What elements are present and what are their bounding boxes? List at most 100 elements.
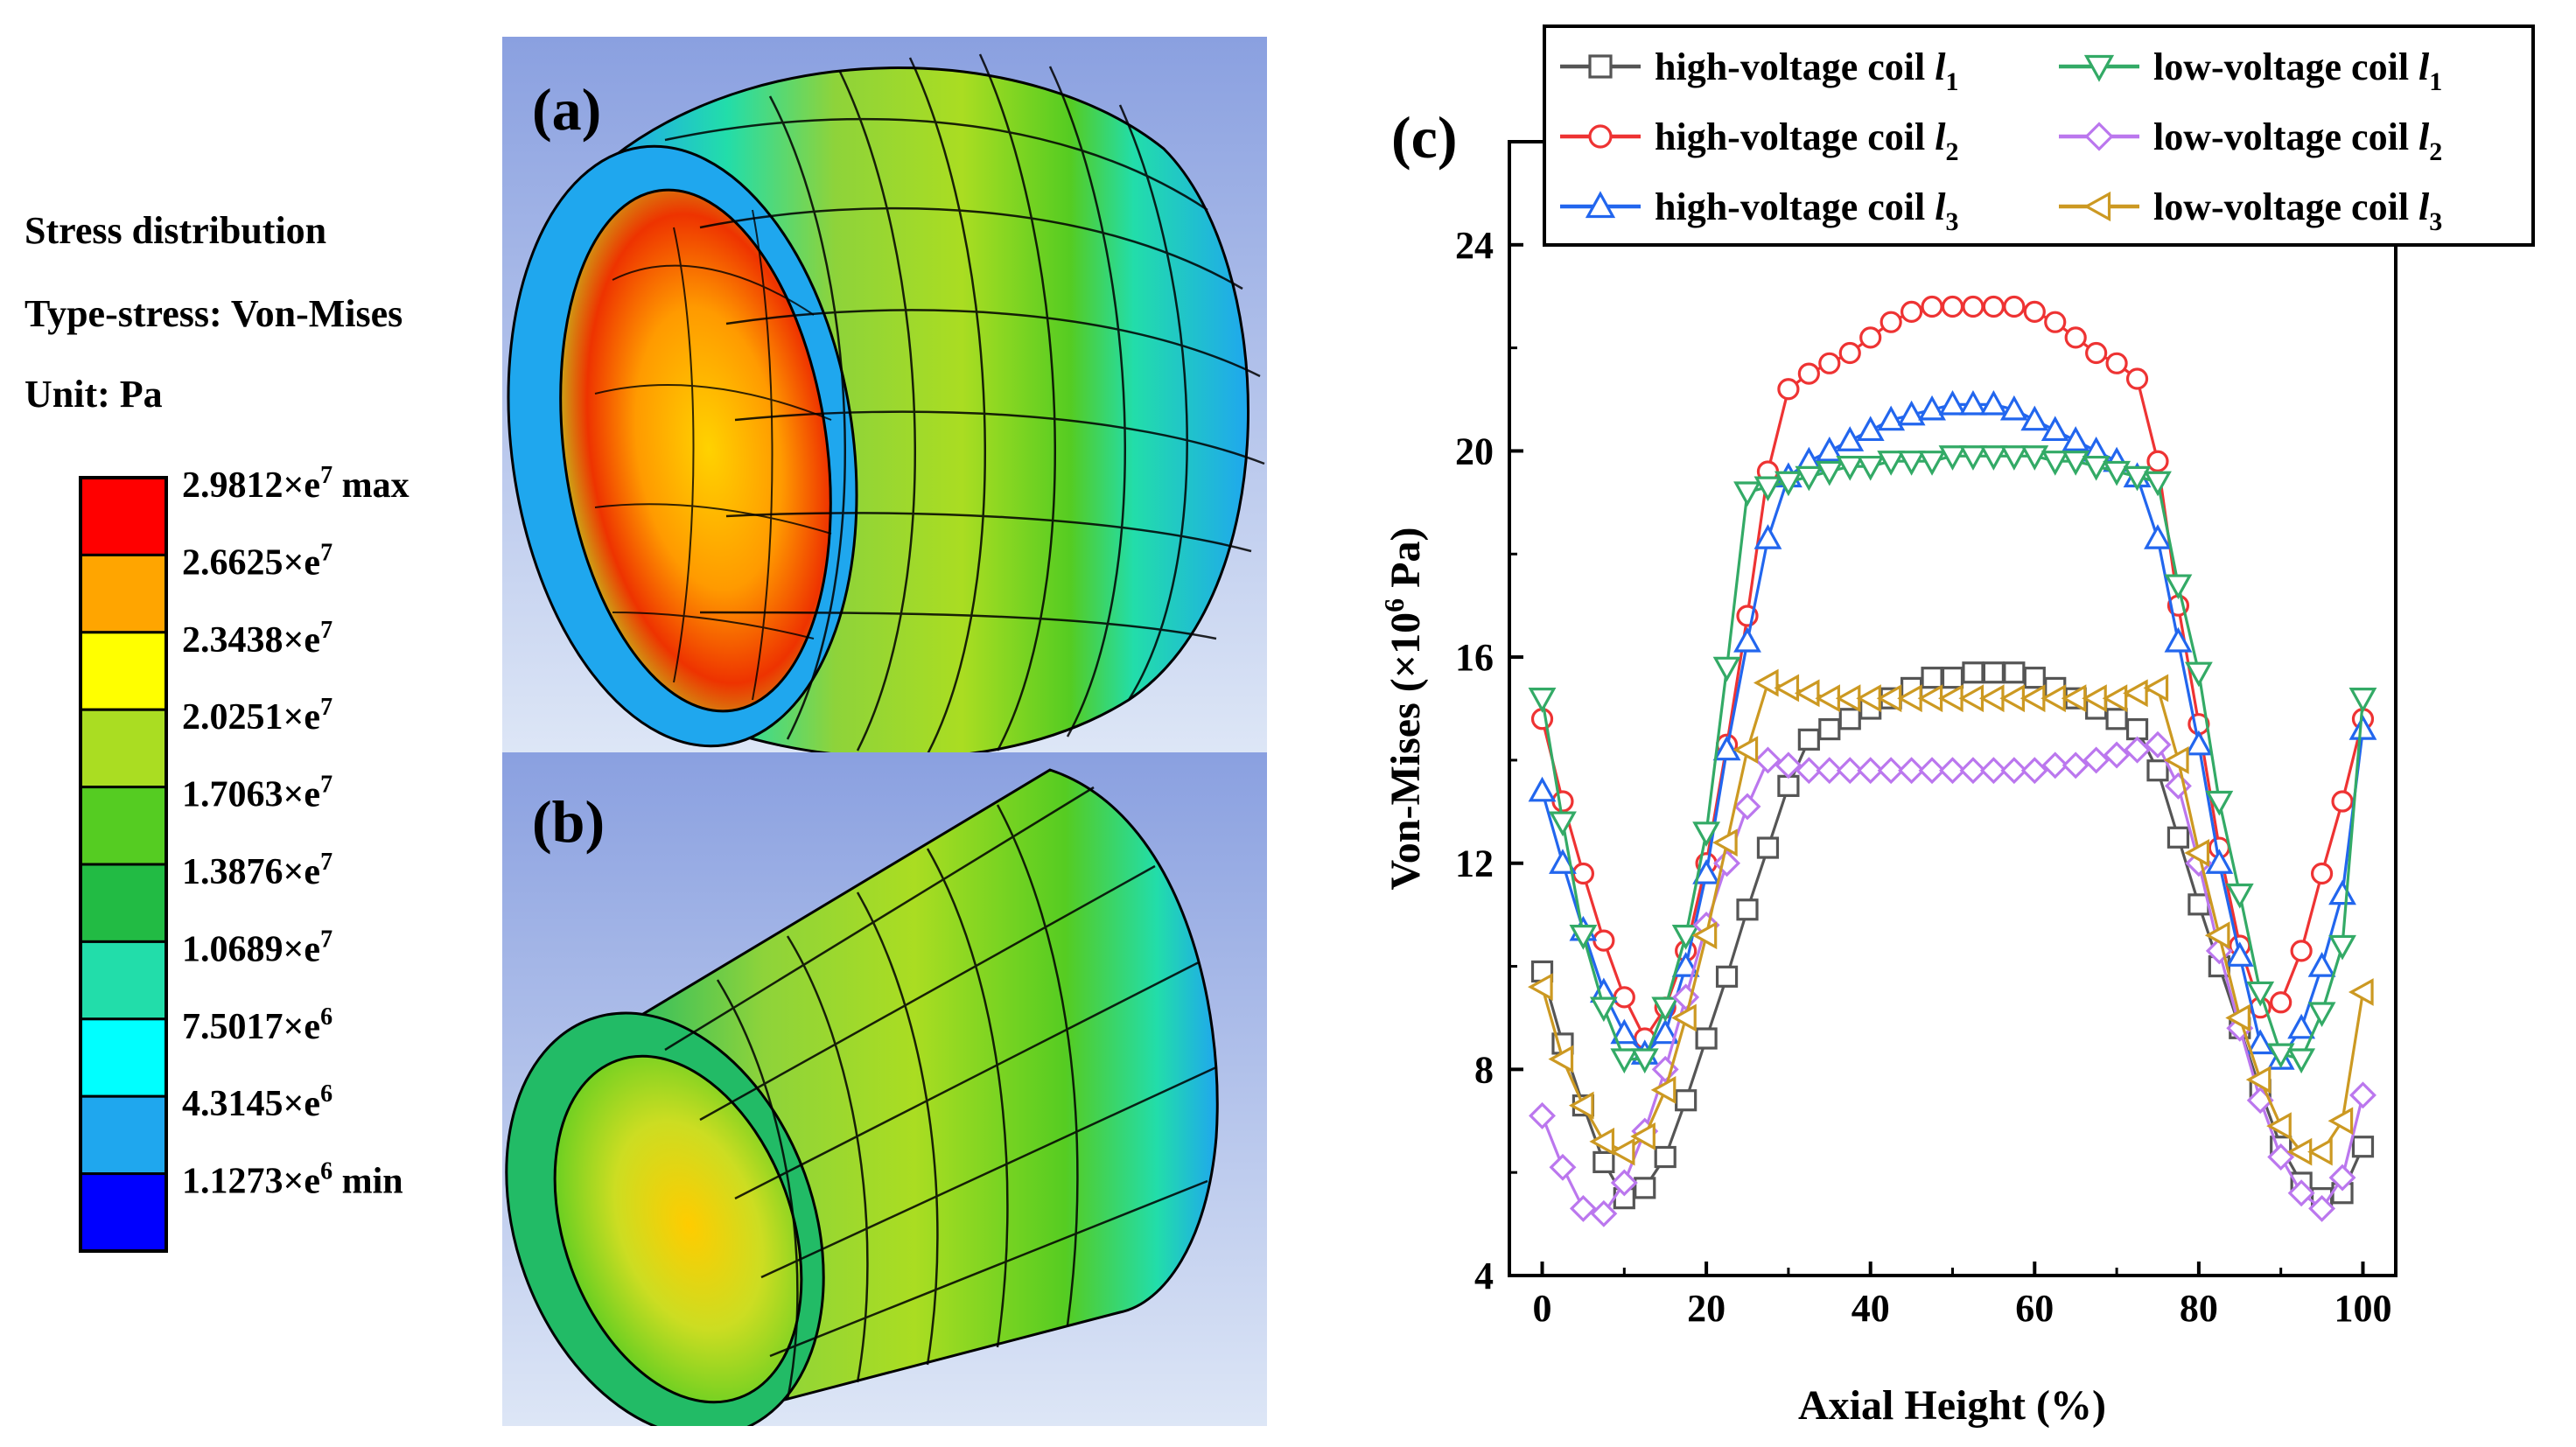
- data-point: [1551, 790, 1574, 813]
- legend-type: Type-stress: Von-Mises: [24, 292, 403, 335]
- series: [1528, 389, 2377, 1070]
- colorbar-segment: [79, 708, 168, 789]
- y-axis-label: Von-Mises (×106 Pa): [1378, 528, 1429, 891]
- data-point: [2144, 730, 2172, 758]
- panel-b-label: (b): [532, 788, 605, 855]
- data-point: [1588, 54, 1613, 79]
- data-point: [2225, 941, 2254, 967]
- x-tick-label: 20: [1687, 1287, 1726, 1330]
- colorbar-label: 1.0689×e7: [182, 926, 332, 969]
- data-point: [2328, 934, 2356, 961]
- data-point: [1713, 849, 1741, 877]
- y-tick-label: 8: [1474, 1048, 1494, 1091]
- data-point: [1959, 757, 1987, 785]
- data-point: [2310, 862, 2334, 885]
- data-point: [2164, 574, 2193, 600]
- data-point: [1962, 661, 1984, 684]
- data-point: [1651, 996, 1680, 1023]
- colorbar-segment: [79, 1172, 168, 1253]
- data-point: [1754, 746, 1782, 774]
- data-point: [1650, 1076, 1676, 1104]
- data-point: [1877, 405, 1906, 431]
- data-point: [1777, 774, 1800, 797]
- panel-a-render: [502, 37, 1267, 752]
- data-point: [2146, 450, 2169, 472]
- data-point: [2064, 326, 2087, 349]
- data-point: [2123, 465, 2152, 492]
- colorbar-segment: [79, 553, 168, 634]
- data-point: [2331, 790, 2354, 813]
- colorbar-segment: [79, 1094, 168, 1176]
- data-point: [2204, 921, 2230, 950]
- data-point: [2003, 661, 2026, 684]
- colorbar-label: 1.3876×e7: [182, 849, 332, 892]
- data-point: [2287, 1013, 2316, 1039]
- data-point: [2044, 311, 2067, 333]
- data-point: [1979, 445, 2008, 471]
- data-point: [2062, 451, 2090, 476]
- x-tick-label: 40: [1852, 1287, 1890, 1330]
- data-point: [1692, 859, 1721, 884]
- data-point: [1859, 326, 1882, 349]
- legend-entry: high-voltage coil l1: [1655, 45, 1958, 96]
- data-point: [1654, 1145, 1676, 1169]
- data-point: [2082, 455, 2110, 481]
- data-point: [1651, 1018, 1680, 1045]
- data-point: [1590, 1199, 1618, 1227]
- data-point: [1877, 451, 1906, 476]
- data-point: [1938, 389, 1967, 416]
- data-point: [1979, 389, 2008, 416]
- data-point: [2083, 54, 2115, 82]
- data-point: [2105, 352, 2128, 374]
- data-point: [1877, 757, 1905, 785]
- stress-colorbar: [79, 476, 168, 1253]
- data-point: [1675, 1089, 1698, 1112]
- data-point: [1959, 445, 1987, 471]
- data-point: [2307, 952, 2336, 977]
- panel-b-render: [502, 752, 1267, 1426]
- data-point: [2040, 451, 2069, 476]
- colorbar-label: 7.5017×e6: [182, 1003, 332, 1047]
- data-point: [1634, 1177, 1656, 1199]
- data-point: [1999, 445, 2028, 471]
- data-point: [2225, 883, 2254, 909]
- data-point: [1794, 679, 1820, 708]
- legend-entry: low-voltage coil l3: [2153, 185, 2442, 236]
- data-point: [1898, 757, 1926, 785]
- data-point: [1797, 728, 1820, 751]
- data-point: [2205, 790, 2234, 816]
- data-point: [1795, 757, 1823, 785]
- data-point: [2166, 826, 2190, 849]
- data-point: [2328, 1164, 2356, 1192]
- data-point: [1736, 898, 1759, 921]
- data-point: [1939, 757, 1966, 785]
- data-point: [1818, 717, 1841, 741]
- data-point: [2125, 717, 2149, 741]
- data-point: [1528, 973, 1553, 1002]
- data-point: [1753, 668, 1779, 697]
- data-point: [1549, 1153, 1577, 1181]
- data-point: [2270, 991, 2292, 1014]
- data-point: [1588, 124, 1613, 149]
- data-point: [1549, 811, 1577, 837]
- legend-entry: high-voltage coil l3: [1655, 185, 1958, 236]
- x-tick-label: 100: [2334, 1287, 2391, 1330]
- data-point: [1918, 395, 1946, 421]
- data-point: [1610, 1169, 1638, 1197]
- data-point: [1592, 929, 1615, 952]
- chart-legend: high-voltage coil l1 high-voltage coil l2…: [1543, 24, 2535, 247]
- data-point: [1836, 757, 1864, 785]
- data-point: [1816, 757, 1844, 785]
- data-point: [1774, 751, 1802, 779]
- data-point: [1756, 836, 1780, 859]
- data-point: [2290, 940, 2313, 962]
- data-point: [2000, 757, 2028, 785]
- data-point: [2144, 524, 2172, 549]
- data-point: [1671, 925, 1700, 950]
- data-point: [1838, 708, 1861, 730]
- data-point: [2103, 460, 2132, 486]
- data-point: [1695, 1027, 1718, 1050]
- data-point: [2085, 341, 2108, 365]
- y-tick-label: 4: [1474, 1255, 1494, 1297]
